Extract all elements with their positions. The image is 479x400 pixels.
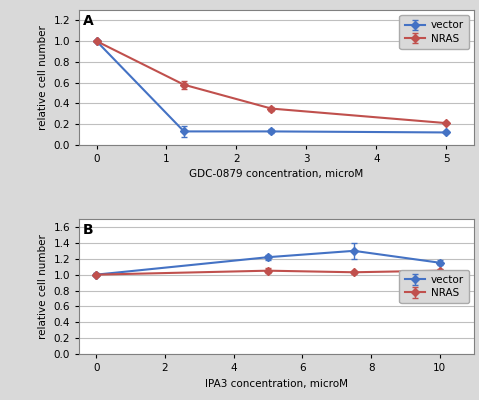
Text: A: A	[83, 14, 94, 28]
Legend: vector, NRAS: vector, NRAS	[399, 15, 469, 49]
X-axis label: IPA3 concentration, microM: IPA3 concentration, microM	[205, 378, 348, 388]
Y-axis label: relative cell number: relative cell number	[38, 25, 48, 130]
Y-axis label: relative cell number: relative cell number	[38, 234, 48, 339]
Text: B: B	[83, 223, 93, 237]
Legend: vector, NRAS: vector, NRAS	[399, 270, 469, 303]
X-axis label: GDC-0879 concentration, microM: GDC-0879 concentration, microM	[190, 170, 364, 180]
